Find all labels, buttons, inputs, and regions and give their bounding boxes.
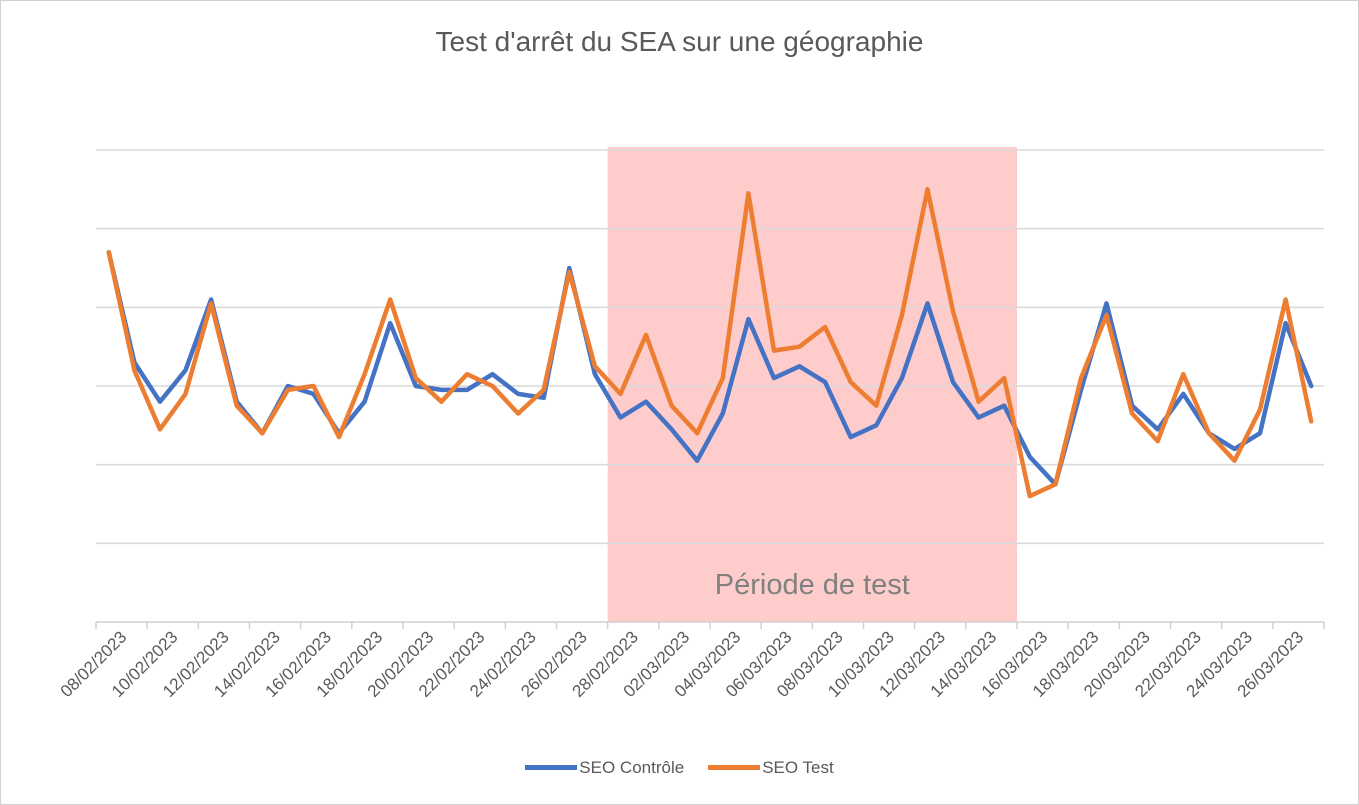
legend-item: SEO Contrôle (525, 758, 684, 778)
chart-title: Test d'arrêt du SEA sur une géographie (435, 26, 924, 57)
legend-swatch (525, 765, 578, 770)
series-lines (106, 187, 1314, 499)
legend-label: SEO Test (762, 757, 834, 777)
legend: SEO Contrôle SEO Test (0, 755, 1359, 778)
x-tick-labels: 08/02/202310/02/202312/02/202314/02/2023… (57, 627, 1307, 701)
test-period-label: Période de test (715, 569, 910, 601)
legend-swatch (708, 765, 761, 770)
series-line-seo-test (106, 187, 1314, 499)
series-line-seo-controle (106, 250, 1314, 487)
legend-item: SEO Test (708, 758, 834, 778)
x-axis (95, 621, 1325, 629)
legend-label: SEO Contrôle (579, 757, 685, 777)
